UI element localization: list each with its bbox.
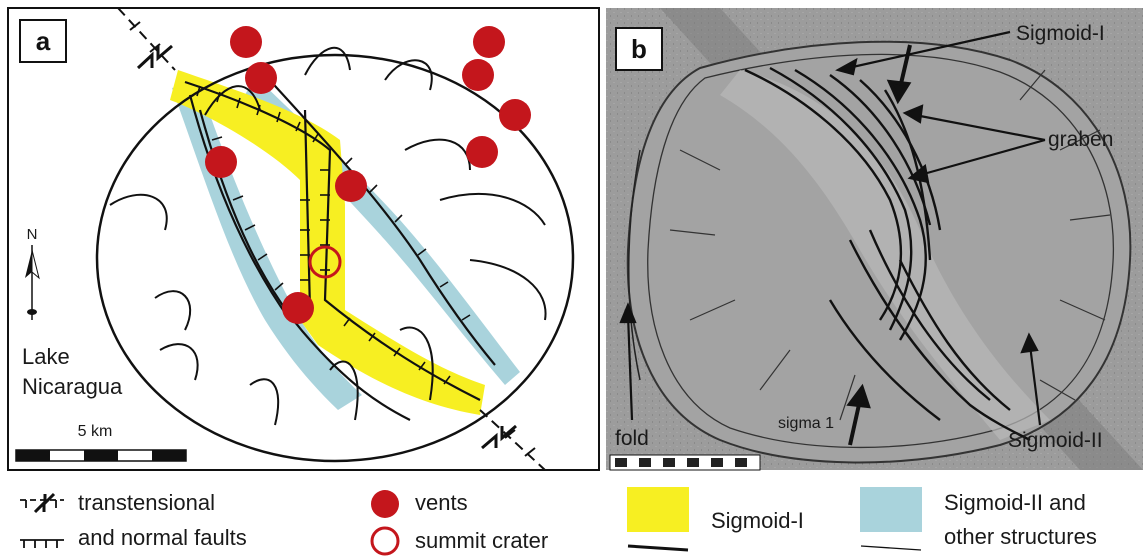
panel-a-letter: a <box>36 26 51 56</box>
legend: transtensional and normal faults vents s… <box>20 487 1097 556</box>
sigma1-arrows-b <box>846 44 912 446</box>
regional-fault-nw <box>117 7 176 71</box>
vent-marker <box>335 170 367 202</box>
lake-label-line2: Nicaragua <box>22 374 123 399</box>
vent-marker <box>245 62 277 94</box>
legend-crater-icon <box>370 526 400 556</box>
vent-marker <box>230 26 262 58</box>
label-sigmoid-i-b: Sigmoid-I <box>1016 22 1105 45</box>
scale-bar <box>15 449 187 462</box>
label-fold-b: fold <box>615 427 649 450</box>
legend-crater: summit crater <box>415 528 548 553</box>
legend-sigmoid-ii-line2: other structures <box>944 524 1097 549</box>
shear-arrows-se <box>481 424 517 450</box>
edifice-outline-a <box>95 53 575 463</box>
vent-marker <box>499 99 531 131</box>
shear-arrows-nw <box>136 44 173 70</box>
vent-marker <box>462 59 494 91</box>
lake-label-line1: Lake <box>22 344 70 369</box>
legend-faults-line2: and normal faults <box>78 525 247 550</box>
summit-crater-marker <box>308 245 342 279</box>
label-sigmoid-ii-b: Sigmoid-II <box>1008 429 1103 452</box>
label-graben-b: graben <box>1048 128 1113 151</box>
radial-scallops-a <box>109 47 547 426</box>
radial-cracks-b <box>669 69 1111 421</box>
legend-sigmoid-ii-line1: Sigmoid-II and <box>944 490 1086 515</box>
panel-b-letter-box <box>615 27 663 71</box>
scale-label: 5 km <box>78 423 113 440</box>
north-arrow-icon: N <box>25 226 40 320</box>
legend-vents: vents <box>415 490 468 515</box>
sigmoid-faults-b <box>744 66 1031 442</box>
vents-a <box>205 26 531 324</box>
sigmoid-shear-zone-b <box>720 70 1050 440</box>
label-sigma1-b: sigma 1 <box>778 415 834 432</box>
legend-sigmoid-ii-swatch <box>860 487 922 532</box>
vent-marker <box>282 292 314 324</box>
annotation-arrows-b <box>619 30 1046 426</box>
north-label: N <box>27 226 38 243</box>
scale-bar-b <box>609 454 761 471</box>
legend-vent-icon <box>371 490 399 518</box>
vent-marker <box>205 146 237 178</box>
vent-marker <box>473 26 505 58</box>
fault-symbol-icon <box>20 492 64 548</box>
panel-b-letter: b <box>631 34 647 64</box>
panel-a-letter-box <box>19 19 67 63</box>
panel-b: b Sigmoid-I graben fold sigma 1 Sigmoid-… <box>606 8 1143 471</box>
panel-a: a N Lake Nicaragua 5 km <box>7 7 600 471</box>
legend-sigmoid-i-swatch <box>627 487 689 532</box>
legend-sigmoid-i-line <box>627 544 689 552</box>
vent-marker <box>466 136 498 168</box>
legend-sigmoid-i: Sigmoid-I <box>711 508 804 533</box>
legend-sigmoid-ii-line <box>860 545 922 551</box>
regional-fault-se <box>479 409 546 471</box>
legend-faults-line1: transtensional <box>78 490 215 515</box>
fold-lines-b <box>628 149 641 381</box>
